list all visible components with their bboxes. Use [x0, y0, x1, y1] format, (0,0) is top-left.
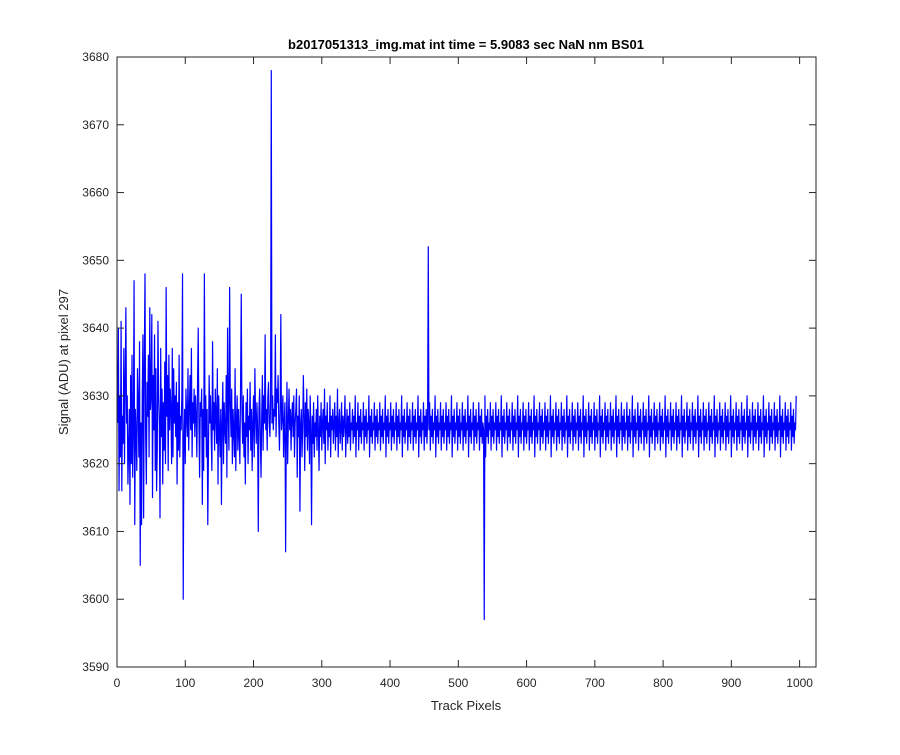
x-tick-label: 900: [721, 676, 741, 690]
y-axis: 3590 3600 3610 3620 3630 3640 3650 3660 3670 3680: [82, 50, 816, 674]
y-tick-label: 3660: [82, 186, 109, 200]
x-axis: 0 100 200 300 400 500 600 700 800 900 1000: [114, 57, 813, 690]
y-tick-label: 3670: [82, 118, 109, 132]
y-tick-label: 3640: [82, 321, 109, 335]
chart-title: b2017051313_img.mat int time = 5.9083 se…: [288, 37, 644, 52]
series-line-1: [117, 69, 797, 621]
plot-area: [116, 56, 817, 668]
y-tick-label: 3600: [82, 592, 109, 606]
x-axis-label: Track Pixels: [431, 698, 502, 713]
x-tick-label: 100: [175, 676, 195, 690]
y-axis-label: Signal (ADU) at pixel 297: [56, 289, 71, 435]
x-tick-label: 700: [585, 676, 605, 690]
x-tick-label: 800: [653, 676, 673, 690]
y-tick-label: 3610: [82, 524, 109, 538]
plot-background: [117, 57, 816, 667]
y-tick-label: 3620: [82, 457, 109, 471]
y-tick-label: 3630: [82, 389, 109, 403]
x-tick-label: 1000: [786, 676, 813, 690]
x-tick-label: 600: [517, 676, 537, 690]
x-tick-label: 0: [114, 676, 121, 690]
y-tick-label: 3650: [82, 253, 109, 267]
x-tick-label: 200: [244, 676, 264, 690]
y-tick-label: 3590: [82, 660, 109, 674]
axes-box: [116, 56, 817, 668]
x-tick-label: 400: [380, 676, 400, 690]
x-tick-label: 300: [312, 676, 332, 690]
y-tick-label: 3680: [82, 50, 109, 64]
x-tick-label: 500: [448, 676, 468, 690]
